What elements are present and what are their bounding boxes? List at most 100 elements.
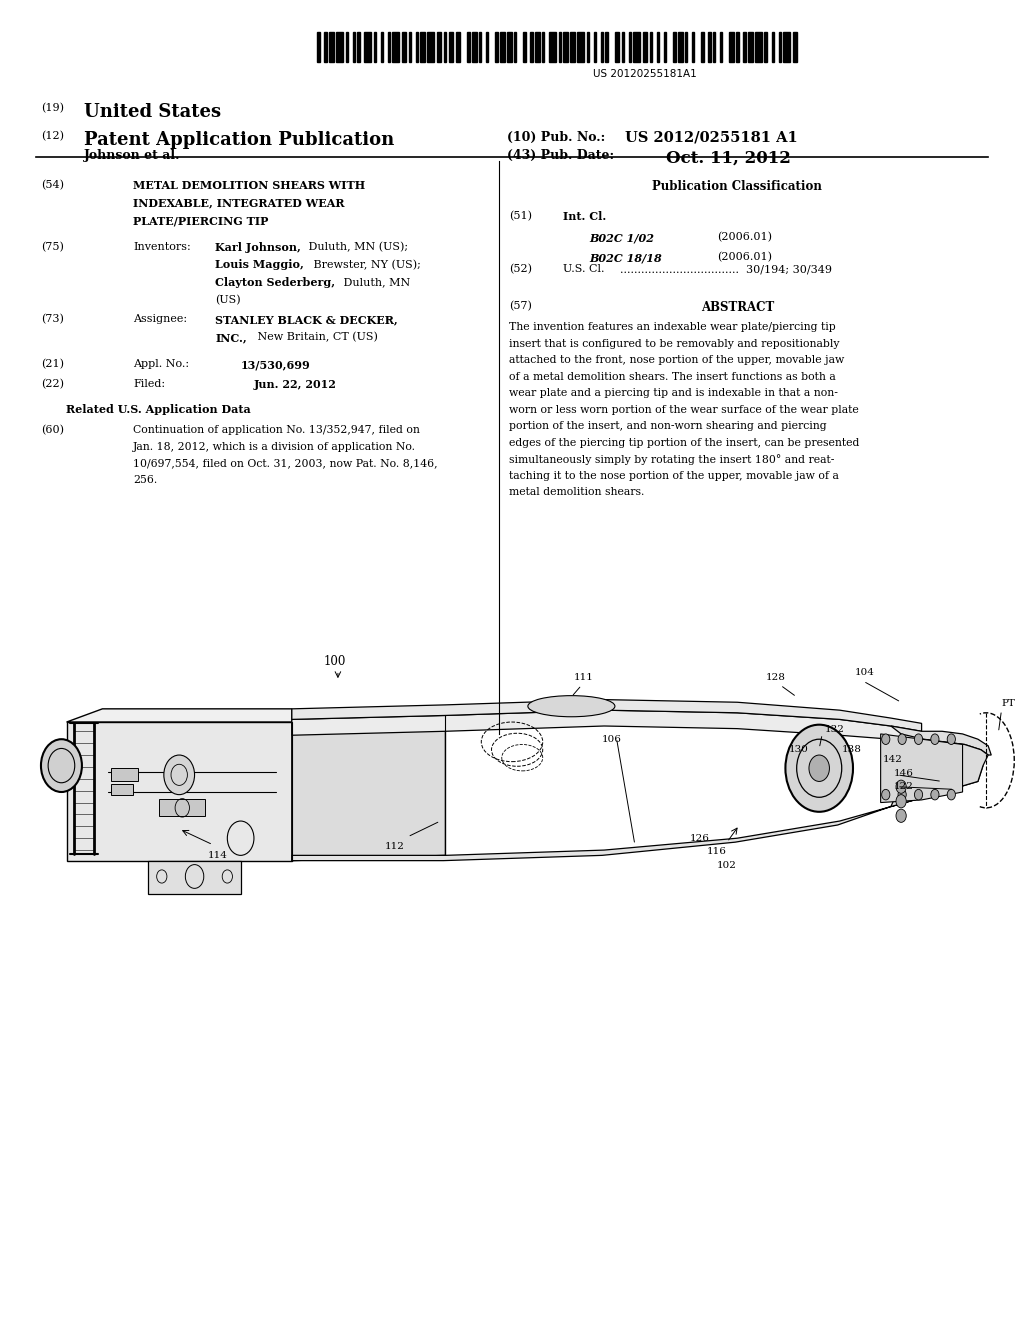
Text: Duluth, MN: Duluth, MN (340, 277, 411, 288)
Text: (21): (21) (41, 359, 63, 370)
Bar (536, 32, 540, 62)
Text: 142: 142 (883, 755, 902, 763)
Text: (75): (75) (41, 242, 63, 252)
Circle shape (931, 734, 939, 744)
Bar (486, 32, 488, 62)
Bar (664, 32, 667, 62)
Bar (317, 32, 319, 62)
Text: Louis Maggio,: Louis Maggio, (215, 260, 304, 271)
Polygon shape (292, 766, 983, 861)
Polygon shape (292, 700, 922, 731)
Text: (12): (12) (41, 131, 63, 141)
Circle shape (931, 789, 939, 800)
Text: 138: 138 (842, 746, 861, 754)
Bar (778, 32, 781, 62)
Bar (325, 32, 327, 62)
Circle shape (896, 809, 906, 822)
Text: simultaneously simply by rotating the insert 180° and reat-: simultaneously simply by rotating the in… (509, 454, 835, 465)
Ellipse shape (528, 696, 614, 717)
Bar (479, 32, 481, 62)
Text: STANLEY BLACK & DECKER,: STANLEY BLACK & DECKER, (215, 314, 397, 325)
Text: 132: 132 (824, 726, 844, 734)
Polygon shape (881, 734, 963, 803)
Bar (692, 32, 694, 62)
Bar (472, 32, 476, 62)
Bar (496, 32, 498, 62)
Circle shape (914, 789, 923, 800)
Bar (771, 32, 774, 62)
Circle shape (898, 789, 906, 800)
Polygon shape (111, 768, 138, 781)
Circle shape (914, 734, 923, 744)
Text: 111: 111 (573, 673, 594, 682)
Polygon shape (111, 784, 133, 795)
Bar (345, 32, 348, 62)
Text: 10/697,554, filed on Oct. 31, 2003, now Pat. No. 8,146,: 10/697,554, filed on Oct. 31, 2003, now … (133, 458, 437, 469)
Circle shape (785, 725, 853, 812)
Polygon shape (148, 861, 241, 894)
Bar (388, 32, 390, 62)
Circle shape (898, 734, 906, 744)
Bar (374, 32, 376, 62)
Bar (421, 32, 425, 62)
Bar (713, 32, 716, 62)
Bar (656, 32, 659, 62)
Text: (52): (52) (509, 264, 531, 275)
Text: (73): (73) (41, 314, 63, 325)
Text: (2006.01): (2006.01) (717, 232, 772, 243)
Text: 256.: 256. (133, 474, 158, 484)
Text: US 2012/0255181 A1: US 2012/0255181 A1 (625, 131, 798, 145)
Bar (523, 32, 525, 62)
Text: insert that is configured to be removably and repositionably: insert that is configured to be removabl… (509, 338, 840, 348)
Text: attached to the front, nose portion of the upper, movable jaw: attached to the front, nose portion of t… (509, 355, 844, 366)
Bar (650, 32, 652, 62)
Text: 146: 146 (894, 770, 913, 777)
Bar (673, 32, 676, 62)
Text: of a metal demolition shears. The insert functions as both a: of a metal demolition shears. The insert… (509, 372, 836, 381)
Bar (629, 32, 631, 62)
Bar (736, 32, 738, 62)
Text: 106: 106 (601, 735, 622, 744)
Text: Inventors:: Inventors: (133, 242, 190, 252)
Bar (783, 32, 791, 62)
Text: U.S. Cl.: U.S. Cl. (563, 264, 608, 275)
Bar (578, 32, 585, 62)
Bar (507, 32, 512, 62)
Text: Int. Cl.: Int. Cl. (563, 211, 606, 222)
Text: PT: PT (1001, 700, 1016, 708)
Text: B02C 1/02: B02C 1/02 (589, 232, 653, 243)
Text: Clayton Sederberg,: Clayton Sederberg, (215, 277, 335, 288)
Text: Continuation of application No. 13/352,947, filed on: Continuation of application No. 13/352,9… (133, 425, 420, 436)
Text: 100: 100 (324, 655, 346, 668)
Text: (51): (51) (509, 211, 531, 222)
Text: New Britain, CT (US): New Britain, CT (US) (254, 331, 378, 342)
Text: ABSTRACT: ABSTRACT (700, 301, 774, 314)
Text: PLATE/PIERCING TIP: PLATE/PIERCING TIP (133, 215, 268, 226)
Text: wear plate and a piercing tip and is indexable in that a non-: wear plate and a piercing tip and is ind… (509, 388, 838, 399)
Polygon shape (891, 726, 991, 755)
Circle shape (947, 734, 955, 744)
Bar (530, 32, 532, 62)
Text: INC.,: INC., (215, 331, 247, 343)
Circle shape (947, 789, 955, 800)
Bar (765, 32, 767, 62)
Text: (57): (57) (509, 301, 531, 312)
Bar (437, 32, 441, 62)
Bar (427, 32, 434, 62)
Bar (793, 32, 798, 62)
Text: Jan. 18, 2012, which is a division of application No.: Jan. 18, 2012, which is a division of ap… (133, 441, 416, 451)
Text: worn or less worn portion of the wear surface of the wear plate: worn or less worn portion of the wear su… (509, 404, 859, 414)
Bar (749, 32, 753, 62)
Bar (329, 32, 334, 62)
Bar (409, 32, 411, 62)
Text: Johnson et al.: Johnson et al. (84, 149, 180, 162)
Bar (542, 32, 545, 62)
Circle shape (882, 789, 890, 800)
Bar (449, 32, 454, 62)
Text: 130: 130 (790, 746, 809, 754)
Text: (60): (60) (41, 425, 63, 436)
Polygon shape (67, 709, 292, 722)
Text: (22): (22) (41, 379, 63, 389)
Polygon shape (159, 799, 205, 816)
Polygon shape (292, 719, 445, 861)
